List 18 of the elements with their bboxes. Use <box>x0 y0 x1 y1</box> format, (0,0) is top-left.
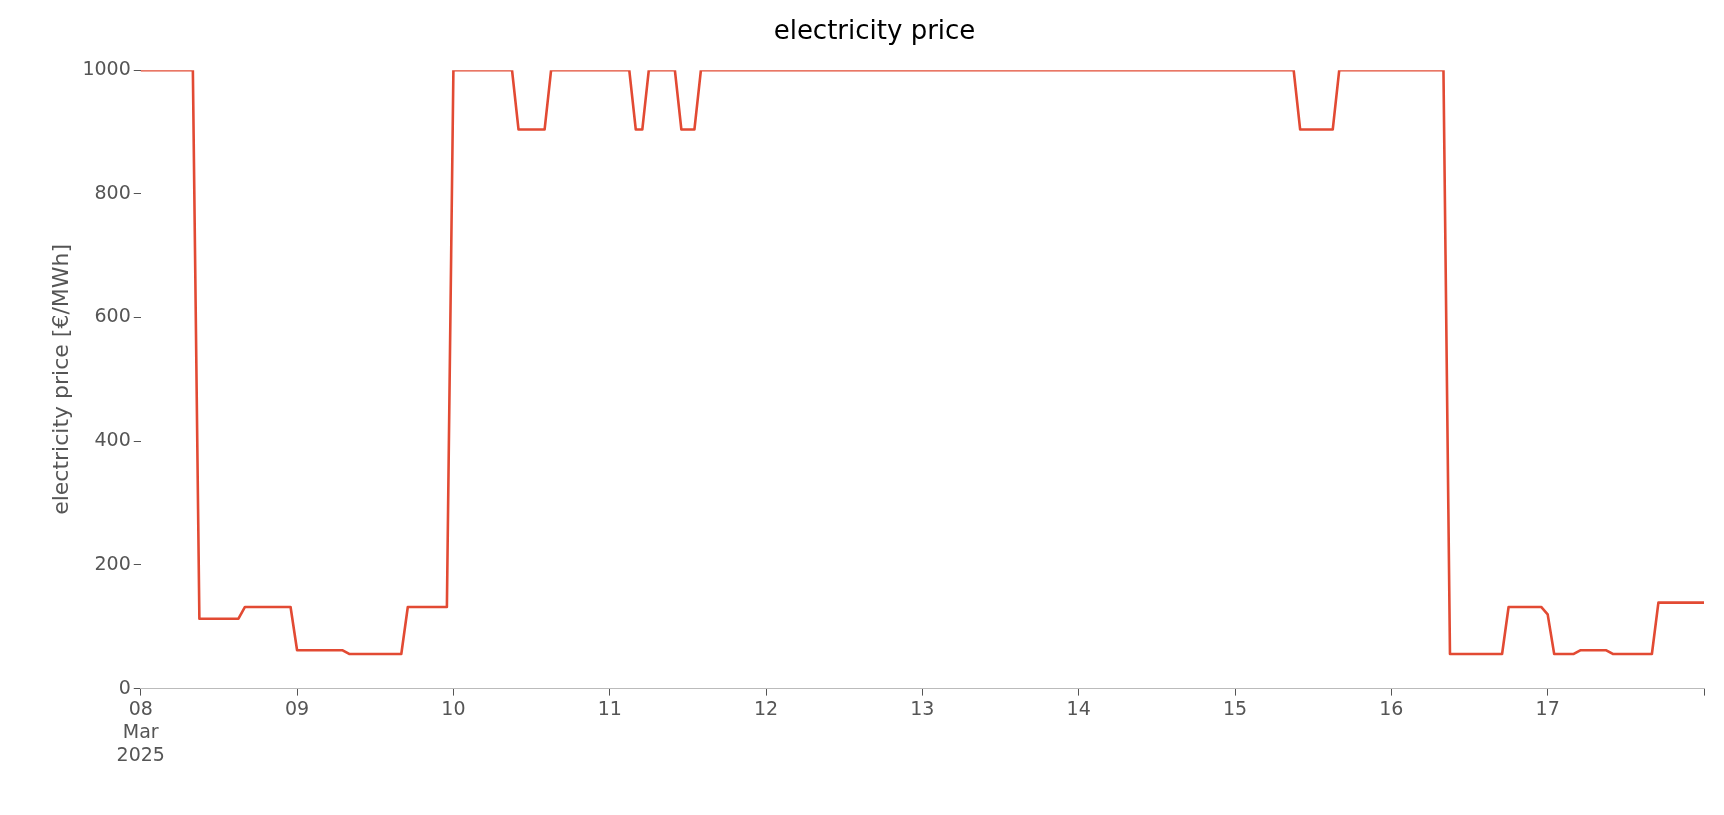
x-tick-label: 17 <box>1535 696 1560 719</box>
y-tick-label: 1000 <box>82 57 131 80</box>
x-tick-label: 15 <box>1222 696 1248 719</box>
y-tick-label: 200 <box>94 551 131 574</box>
x-tick-label: 10 <box>441 696 466 719</box>
x-tick-label: 12 <box>753 696 779 719</box>
chart-title: electricity price <box>773 15 976 46</box>
x-tick-label: 13 <box>910 696 935 719</box>
y-tick-label: 0 <box>118 675 131 698</box>
x-tick-label: 14 <box>1066 696 1091 719</box>
y-tick-label: 400 <box>94 428 131 451</box>
x-tick-label: 08 Mar 2025 <box>116 696 165 765</box>
x-tick-label: 16 <box>1379 696 1404 719</box>
y-tick-label: 800 <box>94 180 131 203</box>
y-axis-title: electricity price [€/MWh] <box>47 243 73 515</box>
x-tick-label: 11 <box>597 696 622 719</box>
x-tick-label: 09 <box>284 696 310 719</box>
y-tick-label: 600 <box>94 304 131 327</box>
